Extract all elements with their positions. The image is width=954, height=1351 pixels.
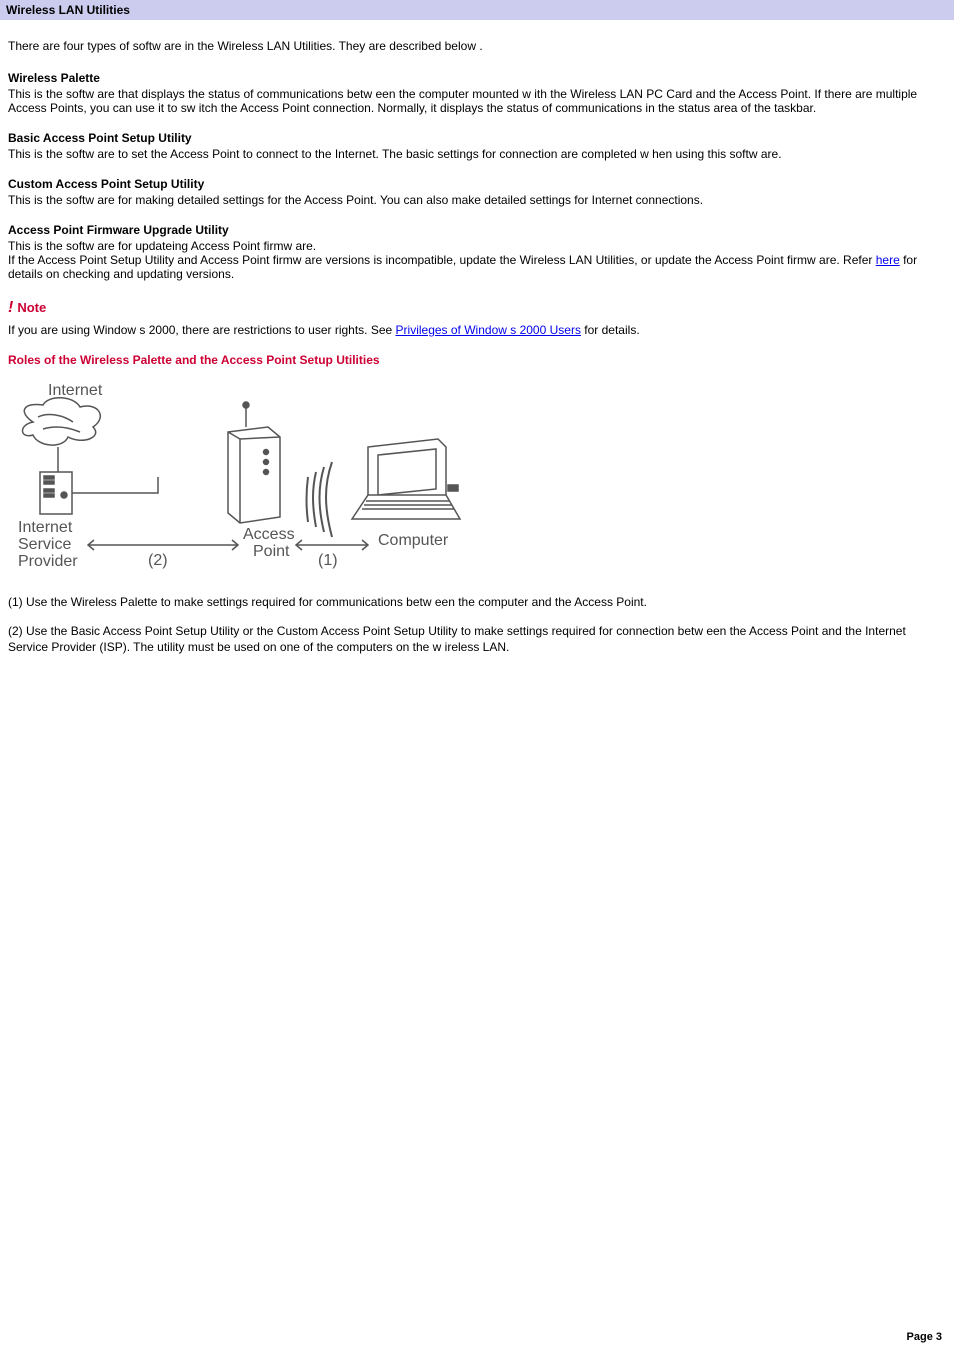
section2-body: This is the softw are to set the Access … [8, 147, 946, 161]
section4-line2a: If the Access Point Setup Utility and Ac… [8, 253, 876, 267]
diagram-isp-label2: Service [18, 536, 71, 553]
diagram-isp-label1: Internet [18, 519, 73, 536]
roles-p2: (2) Use the Basic Access Point Setup Uti… [8, 623, 946, 657]
note-exclamation-icon: ! [8, 299, 13, 317]
note-label: Note [17, 300, 46, 315]
diagram-n2-label: (2) [148, 552, 168, 569]
section3-body: This is the softw are for making detaile… [8, 193, 946, 207]
note-heading: ! Note [8, 299, 946, 317]
access-point-icon [228, 402, 280, 523]
section4-title: Access Point Firmware Upgrade Utility [8, 223, 946, 237]
here-link[interactable]: here [876, 253, 900, 267]
page-title: Wireless LAN Utilities [6, 3, 130, 17]
section1-title: Wireless Palette [8, 71, 946, 85]
section2-title: Basic Access Point Setup Utility [8, 131, 946, 145]
roles-diagram: Internet Internet Service Provider [8, 377, 946, 580]
section1-body: This is the softw are that displays the … [8, 87, 946, 115]
page-header: Wireless LAN Utilities [0, 0, 954, 20]
diagram-ap-label1: Access [243, 526, 295, 543]
section3-title: Custom Access Point Setup Utility [8, 177, 946, 191]
page-content: There are four types of softw are in the… [0, 20, 954, 674]
diagram-computer-label: Computer [378, 532, 449, 549]
diagram-svg: Internet Internet Service Provider [8, 377, 468, 577]
diagram-internet-label: Internet [48, 382, 103, 399]
isp-server-icon [40, 472, 72, 514]
diagram-isp-label3: Provider [18, 553, 78, 570]
page-number: Page 3 [907, 1331, 942, 1343]
roles-p1: (1) Use the Wireless Palette to make set… [8, 594, 946, 611]
section4-line2: If the Access Point Setup Utility and Ac… [8, 253, 946, 281]
roles-title: Roles of the Wireless Palette and the Ac… [8, 353, 946, 367]
note-body: If you are using Window s 2000, there ar… [8, 323, 946, 337]
privileges-link[interactable]: Privileges of Window s 2000 Users [396, 323, 581, 337]
diagram-ap-label2: Point [253, 543, 290, 560]
laptop-icon [352, 439, 460, 519]
note-body-a: If you are using Window s 2000, there ar… [8, 323, 396, 337]
radio-waves-icon [307, 462, 333, 537]
note-body-b: for details. [581, 323, 640, 337]
diagram-conn-ap-computer [296, 540, 368, 550]
internet-cloud-icon [22, 398, 100, 445]
diagram-conn-isp-ap [72, 477, 238, 550]
intro-text: There are four types of softw are in the… [8, 38, 946, 55]
diagram-n1-label: (1) [318, 552, 338, 569]
section4-line1: This is the softw are for updateing Acce… [8, 239, 946, 253]
